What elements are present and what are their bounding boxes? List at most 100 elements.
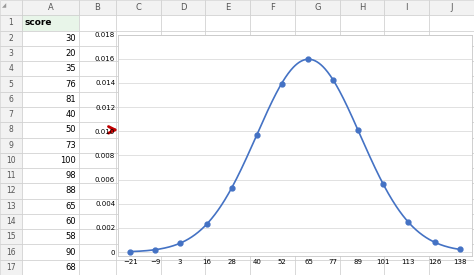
Bar (161, 15, 206, 31)
Text: 60: 60 (65, 217, 76, 226)
Bar (384, 122, 429, 138)
Bar (295, 46, 340, 61)
Text: 9: 9 (9, 141, 13, 150)
Bar (0, 0, 22, 15)
Bar (206, 260, 250, 275)
Text: E: E (225, 3, 230, 12)
Bar (429, 15, 474, 31)
Bar (22, 92, 79, 107)
Bar (161, 153, 206, 168)
Bar (429, 46, 474, 61)
Bar (340, 229, 384, 244)
Bar (0, 153, 22, 168)
Bar (429, 76, 474, 92)
Bar (206, 122, 250, 138)
Bar (384, 76, 429, 92)
Text: 14: 14 (6, 217, 16, 226)
Bar (295, 122, 340, 138)
Bar (340, 15, 384, 31)
Bar (295, 168, 340, 183)
Bar (250, 244, 295, 260)
Bar (22, 214, 79, 229)
Bar (206, 199, 250, 214)
Text: 3: 3 (9, 49, 13, 58)
Text: 10: 10 (6, 156, 16, 165)
Text: C: C (136, 3, 141, 12)
Bar (116, 168, 161, 183)
Bar (116, 46, 161, 61)
Text: 76: 76 (65, 79, 76, 89)
Bar (206, 229, 250, 244)
Bar (22, 153, 79, 168)
Bar (340, 244, 384, 260)
Bar (22, 244, 79, 260)
Bar (161, 61, 206, 76)
Bar (0, 168, 22, 183)
Text: 68: 68 (65, 263, 76, 272)
Bar (116, 61, 161, 76)
Bar (79, 153, 116, 168)
Text: 17: 17 (6, 263, 16, 272)
Bar (206, 0, 250, 15)
Bar (250, 229, 295, 244)
Text: 98: 98 (65, 171, 76, 180)
Text: 4: 4 (9, 64, 13, 73)
Bar (22, 61, 79, 76)
Bar (429, 199, 474, 214)
Bar (384, 183, 429, 199)
Bar (0, 214, 22, 229)
Bar (250, 46, 295, 61)
Bar (295, 107, 340, 122)
Bar (206, 183, 250, 199)
Bar (250, 61, 295, 76)
Bar (384, 244, 429, 260)
Bar (384, 199, 429, 214)
Bar (161, 31, 206, 46)
Bar (340, 76, 384, 92)
Bar (429, 214, 474, 229)
Text: 12: 12 (6, 186, 16, 196)
Bar (79, 260, 116, 275)
Bar (22, 168, 79, 183)
Bar (429, 183, 474, 199)
Bar (340, 199, 384, 214)
Bar (161, 244, 206, 260)
Bar (79, 92, 116, 107)
Bar (250, 260, 295, 275)
Bar (429, 92, 474, 107)
Bar (79, 61, 116, 76)
Bar (384, 92, 429, 107)
Bar (429, 31, 474, 46)
Text: A: A (47, 3, 54, 12)
Text: 35: 35 (65, 64, 76, 73)
Bar (79, 46, 116, 61)
Bar (250, 31, 295, 46)
Text: ◢: ◢ (2, 3, 6, 8)
Bar (161, 107, 206, 122)
Bar (384, 0, 429, 15)
Text: 6: 6 (9, 95, 13, 104)
Bar (116, 244, 161, 260)
Bar (116, 0, 161, 15)
Bar (116, 214, 161, 229)
Text: 100: 100 (60, 156, 76, 165)
Bar (116, 153, 161, 168)
Bar (161, 46, 206, 61)
Bar (116, 260, 161, 275)
Bar (206, 168, 250, 183)
Bar (250, 138, 295, 153)
Bar (79, 15, 116, 31)
Text: 30: 30 (65, 34, 76, 43)
Bar (116, 183, 161, 199)
Bar (429, 153, 474, 168)
Bar (250, 0, 295, 15)
Bar (250, 214, 295, 229)
Bar (206, 15, 250, 31)
Bar (0, 183, 22, 199)
Bar (340, 31, 384, 46)
Bar (340, 183, 384, 199)
Bar (79, 168, 116, 183)
Bar (161, 260, 206, 275)
Bar (116, 15, 161, 31)
Bar (206, 46, 250, 61)
